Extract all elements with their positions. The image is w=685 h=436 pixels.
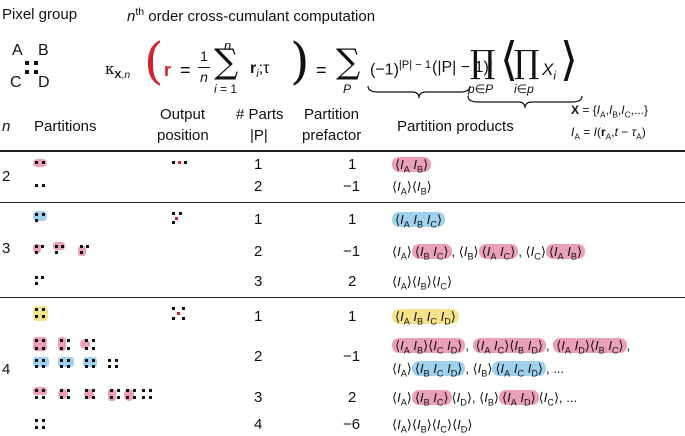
prod-i-symbol: ∏	[514, 43, 540, 81]
kappa-symbol: κX,n	[105, 60, 131, 81]
divider-n3	[0, 297, 685, 298]
parts-n2-r1: 1	[254, 156, 263, 173]
col-prefactor-1: Partition	[304, 106, 360, 123]
divider-header	[0, 150, 685, 152]
sum-symbol: ∑	[214, 42, 239, 82]
partition-icons-n2	[33, 159, 47, 187]
left-paren-red: (	[144, 32, 164, 90]
pixel-label-b: B	[38, 42, 49, 59]
equals-2: =	[316, 60, 327, 80]
col-products: Partition products	[397, 118, 514, 135]
order-title: nth order cross-cumulant computation	[127, 6, 375, 25]
order-n: n	[127, 8, 136, 25]
factorial-term: (|P| − 1)!	[432, 59, 494, 76]
products-n4-r4: ⟨IA⟩⟨IB⟩⟨IC⟩⟨ID⟩	[392, 417, 473, 435]
definition-ia: IA = I(rA,t − τA)	[571, 125, 646, 142]
prefactor-n2-r2: −1	[343, 178, 361, 195]
definition-x: X = {IA,IB,IC,...}	[571, 103, 649, 120]
brace-sign	[367, 85, 471, 99]
frac-den: n	[200, 69, 208, 85]
parts-n3-r3: 3	[254, 273, 263, 290]
parts-n2-r2: 2	[254, 178, 263, 195]
prefactor-n3-r2: −1	[343, 243, 361, 260]
r-vector: r	[164, 60, 172, 80]
sum-top: n	[224, 38, 232, 53]
products-n3-r3: ⟨IA⟩⟨IB⟩⟨IC⟩	[392, 274, 453, 292]
col-parts-1: # Parts	[236, 106, 284, 123]
pixel-label-a: A	[12, 42, 23, 59]
right-paren: )	[290, 32, 310, 90]
prefactor-n3-r1: 1	[348, 211, 357, 228]
prefactor-n3-r3: 2	[348, 273, 357, 290]
divider-n2	[0, 202, 685, 203]
col-partitions: Partitions	[34, 118, 97, 135]
prefactor-n4-r1: 1	[348, 308, 357, 325]
partition-icons-n3	[33, 211, 89, 285]
order-rest: order cross-cumulant computation	[144, 8, 376, 25]
order-sup: th	[135, 6, 145, 18]
sum-bottom: i = 1	[214, 82, 238, 96]
group-n-3: 3	[2, 240, 11, 257]
products-n3-r2: ⟨IA⟩ ⟨IB IC⟩, ⟨IB⟩ ⟨IA IC⟩, ⟨IC⟩ ⟨IA IB⟩	[392, 244, 586, 262]
prefactor-n4-r4: −6	[343, 416, 361, 433]
products-n4-r1: ⟨IA IB IC ID⟩	[392, 309, 459, 327]
parts-n4-r3: 3	[254, 389, 263, 406]
prefactor-n4-r2: −1	[343, 348, 361, 365]
products-n2-r2: ⟨IA⟩⟨IB⟩	[392, 179, 432, 197]
parts-n3-r2: 2	[254, 243, 263, 260]
output-position-n3	[172, 212, 182, 224]
output-position-n4	[172, 307, 185, 320]
sign-term: (−1)|P| − 1	[370, 59, 432, 79]
products-n4-r3: ⟨IA⟩ ⟨IB IC⟩ ⟨ID⟩, ⟨IB⟩ ⟨IA ID⟩ ⟨IC⟩, ...	[392, 390, 578, 408]
group-n-4: 4	[2, 361, 11, 378]
pixel-group-title: Pixel group	[2, 6, 78, 23]
parts-n3-r1: 1	[254, 211, 263, 228]
prod-p-symbol: ∏	[470, 43, 496, 81]
col-output-2: position	[157, 127, 209, 144]
products-n4-r2-line1: ⟨IA IB⟩⟨IC ID⟩, ⟨IA IC⟩⟨IB ID⟩, ⟨IA ID⟩⟨…	[392, 338, 630, 356]
ri-term: ri;τ	[250, 60, 270, 81]
sum-p-symbol: ∑	[336, 42, 361, 82]
group-n-2: 2	[2, 168, 11, 185]
frac-num: 1	[200, 48, 208, 64]
pixel-group-diagram	[25, 61, 38, 74]
xi-term: Xi	[542, 60, 556, 83]
sum-p-bottom: P	[343, 82, 352, 96]
equals-1: =	[180, 60, 191, 80]
col-prefactor-2: prefactor	[302, 127, 362, 144]
products-n4-r2-line2: ⟨IA⟩ ⟨IB IC ID⟩, ⟨IB⟩ ⟨IA IC ID⟩, ...	[392, 361, 565, 379]
prefactor-n2-r1: 1	[348, 156, 357, 173]
partition-icons-n4	[33, 306, 152, 429]
products-n3-r1: ⟨IA IB IC⟩	[392, 212, 446, 230]
pixel-label-c: C	[10, 74, 22, 91]
parts-n4-r2: 2	[254, 348, 263, 365]
prefactor-n4-r3: 2	[348, 389, 357, 406]
left-angle: ⟨	[500, 32, 518, 86]
parts-n4-r4: 4	[254, 416, 263, 433]
products-n2-r1: ⟨IA IB⟩	[392, 157, 432, 175]
right-angle: ⟩	[560, 32, 578, 86]
prod-p-bottom: p∈P	[468, 82, 494, 96]
prod-i-bottom: i∈p	[514, 82, 534, 96]
parts-n4-r1: 1	[254, 308, 263, 325]
col-parts-2: |P|	[250, 127, 268, 144]
frac-line	[198, 67, 210, 68]
output-position-n2	[172, 161, 187, 164]
col-output-1: Output	[160, 106, 206, 123]
pixel-label-d: D	[38, 74, 50, 91]
col-n: n	[2, 118, 11, 135]
brace-product	[467, 95, 583, 109]
